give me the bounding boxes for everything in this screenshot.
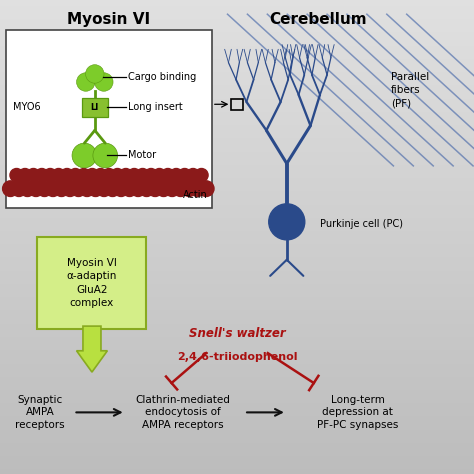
Circle shape — [139, 181, 155, 197]
Circle shape — [35, 168, 48, 182]
Text: Parallel
fibers
(PF): Parallel fibers (PF) — [391, 72, 429, 108]
Circle shape — [130, 181, 146, 197]
Circle shape — [86, 64, 104, 83]
Circle shape — [128, 168, 141, 182]
Circle shape — [119, 168, 132, 182]
Text: Snell's waltzer: Snell's waltzer — [189, 328, 285, 340]
Text: Long insert: Long insert — [128, 102, 183, 112]
FancyBboxPatch shape — [37, 237, 146, 329]
Circle shape — [113, 181, 129, 197]
Circle shape — [153, 168, 166, 182]
Circle shape — [111, 168, 124, 182]
Circle shape — [94, 73, 113, 91]
Circle shape — [198, 181, 214, 197]
Circle shape — [136, 168, 149, 182]
Circle shape — [28, 181, 44, 197]
Circle shape — [93, 143, 118, 168]
Circle shape — [88, 181, 103, 197]
Circle shape — [178, 168, 191, 182]
FancyBboxPatch shape — [6, 30, 212, 208]
Circle shape — [77, 168, 91, 182]
Text: Motor: Motor — [128, 150, 156, 161]
Circle shape — [173, 181, 189, 197]
Text: Myosin VI
α-adaptin
GluA2
complex: Myosin VI α-adaptin GluA2 complex — [67, 257, 117, 309]
Circle shape — [94, 168, 107, 182]
FancyBboxPatch shape — [82, 98, 108, 117]
Text: Myosin VI: Myosin VI — [67, 12, 151, 27]
Text: LI: LI — [91, 103, 99, 112]
Circle shape — [71, 181, 86, 197]
Polygon shape — [76, 326, 107, 372]
Circle shape — [77, 73, 95, 91]
Circle shape — [156, 181, 172, 197]
Circle shape — [45, 181, 61, 197]
Circle shape — [72, 143, 97, 168]
Circle shape — [161, 168, 174, 182]
Circle shape — [147, 181, 163, 197]
Circle shape — [18, 168, 32, 182]
Text: Long-term
depression at
PF-PC synapses: Long-term depression at PF-PC synapses — [317, 395, 399, 430]
Circle shape — [182, 181, 197, 197]
Text: Cerebellum: Cerebellum — [269, 12, 366, 27]
Circle shape — [10, 168, 23, 182]
Circle shape — [79, 181, 95, 197]
Circle shape — [86, 168, 99, 182]
Circle shape — [11, 181, 27, 197]
Circle shape — [62, 181, 78, 197]
Circle shape — [190, 181, 206, 197]
Text: Purkinje cell (PC): Purkinje cell (PC) — [320, 219, 403, 229]
Circle shape — [60, 168, 73, 182]
Text: Cargo binding: Cargo binding — [128, 72, 196, 82]
Circle shape — [36, 181, 52, 197]
Circle shape — [145, 168, 158, 182]
Circle shape — [3, 181, 18, 197]
Text: MYO6: MYO6 — [13, 102, 41, 112]
Circle shape — [122, 181, 137, 197]
Circle shape — [96, 181, 112, 197]
Circle shape — [186, 168, 200, 182]
Circle shape — [54, 181, 69, 197]
Text: 2,4,6-triiodophenol: 2,4,6-triiodophenol — [177, 352, 297, 362]
Circle shape — [69, 168, 82, 182]
Circle shape — [27, 168, 40, 182]
Text: Actin: Actin — [182, 190, 207, 201]
Circle shape — [170, 168, 183, 182]
Circle shape — [19, 181, 35, 197]
Circle shape — [52, 168, 65, 182]
Circle shape — [44, 168, 57, 182]
Text: Clathrin-mediated
endocytosis of
AMPA receptors: Clathrin-mediated endocytosis of AMPA re… — [135, 395, 230, 430]
Text: Synaptic
AMPA
receptors: Synaptic AMPA receptors — [16, 395, 65, 430]
Circle shape — [102, 168, 116, 182]
Circle shape — [195, 168, 208, 182]
Circle shape — [164, 181, 180, 197]
Circle shape — [269, 204, 305, 240]
Circle shape — [105, 181, 120, 197]
